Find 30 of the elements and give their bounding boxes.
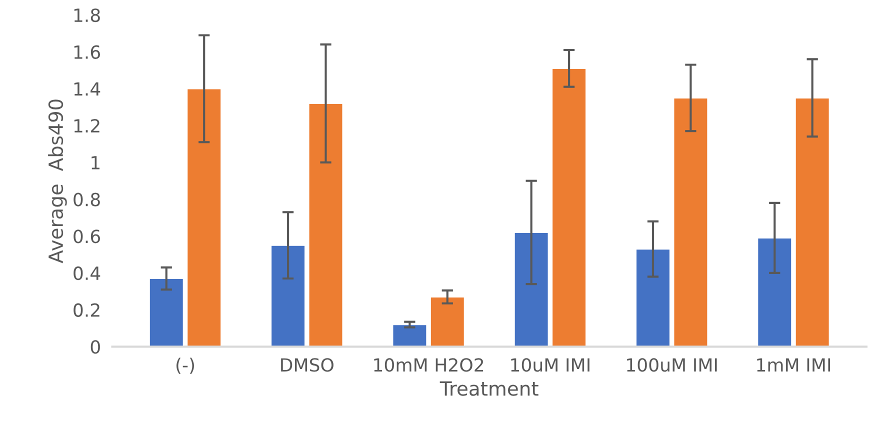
y-tick-label: 1	[92, 156, 100, 170]
y-tick-label: 0.8	[74, 192, 100, 206]
x-axis-title: Treatment	[440, 381, 538, 396]
y-tick-label: 1.8	[74, 8, 100, 22]
y-tick-label: 0.4	[74, 266, 100, 280]
bar	[514, 232, 549, 347]
bar	[186, 88, 222, 347]
x-tick-label: 10mM H2O2	[374, 358, 484, 372]
y-tick-label: 0.6	[74, 230, 100, 244]
bar	[757, 237, 792, 347]
x-tick-label: 10uM IMI	[511, 358, 590, 372]
x-tick-label: (-)	[176, 358, 194, 374]
y-tick-label: 1.6	[74, 45, 100, 59]
bar	[430, 296, 465, 347]
bar	[392, 324, 428, 347]
x-tick-label: 1mM IMI	[757, 358, 830, 372]
bar	[794, 97, 830, 347]
y-tick-label: 1.2	[74, 119, 100, 132]
bar	[270, 244, 306, 347]
bar	[308, 102, 344, 347]
bar	[148, 278, 184, 347]
y-tick-label: 0.2	[74, 303, 100, 317]
bar	[673, 97, 708, 347]
bar	[551, 68, 587, 347]
x-tick-label: DMSO	[281, 358, 334, 372]
x-tick-label: 100uM IMI	[627, 358, 717, 372]
y-axis-title: Average Abs490	[48, 100, 67, 264]
y-tick-label: 0	[90, 340, 100, 354]
y-tick-label: 1.4	[74, 82, 100, 96]
bar	[635, 248, 671, 347]
